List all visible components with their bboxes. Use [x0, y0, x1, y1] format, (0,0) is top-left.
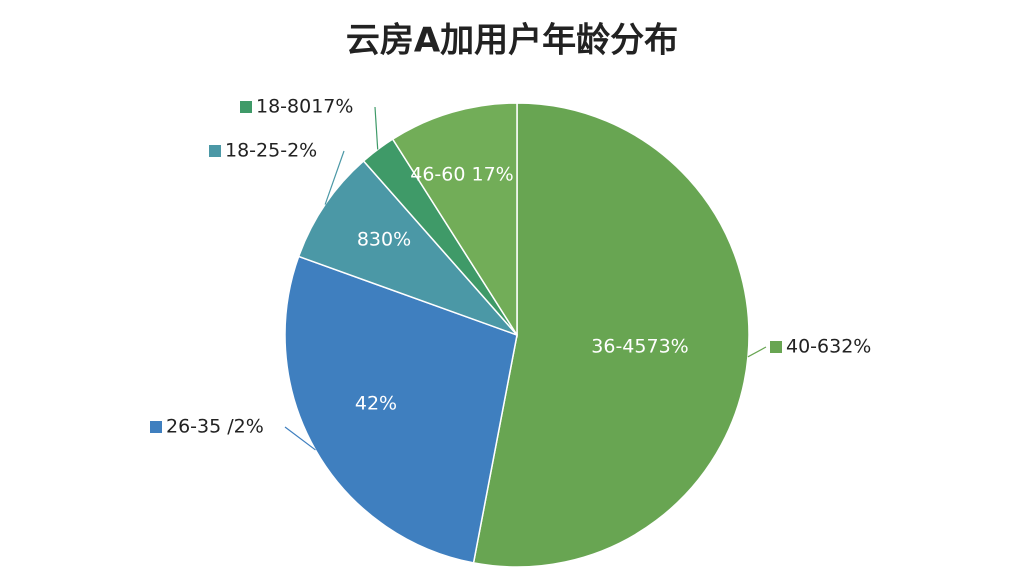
- leader-line: [747, 346, 767, 358]
- slice-category-label: 18-8017%: [256, 96, 353, 118]
- slice-category-label: 18-25-2%: [225, 140, 317, 162]
- slice-category-label: 40-632%: [786, 336, 871, 358]
- leader-line: [284, 426, 316, 451]
- legend-swatch: [240, 101, 252, 113]
- chart-title: 云房A加用户年龄分布: [346, 21, 678, 61]
- legend-swatch: [209, 145, 221, 157]
- slice-label: 42%: [355, 393, 397, 415]
- leader-line: [374, 106, 379, 150]
- pie-slice: [391, 102, 518, 338]
- leader-line: [324, 150, 345, 205]
- slice-category-label: 26-35 /2%: [166, 416, 264, 438]
- slice-label: 46-60 17%: [410, 164, 513, 186]
- legend-swatch: [150, 421, 162, 433]
- slice-label: 830%: [357, 229, 411, 251]
- slice-label: 36-4573%: [591, 336, 688, 358]
- legend-swatch: [770, 341, 782, 353]
- pie-slice: [284, 255, 518, 564]
- pie-slice: [472, 102, 750, 568]
